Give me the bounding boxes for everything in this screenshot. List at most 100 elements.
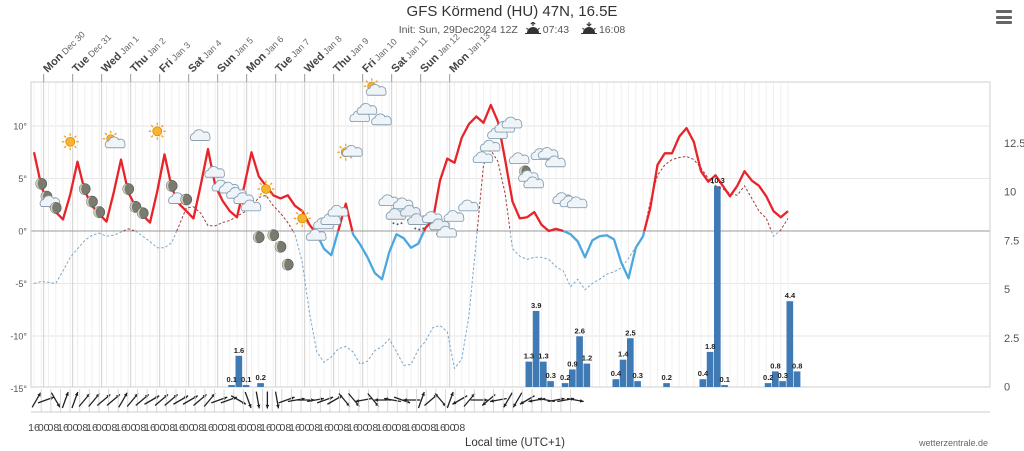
chart-menu-button[interactable] <box>996 10 1012 24</box>
temperature-line-cold <box>351 230 426 281</box>
moon-disc <box>274 240 287 253</box>
sun-ray <box>104 132 108 136</box>
snowflake <box>392 222 395 225</box>
sun-ray <box>74 145 77 149</box>
wind-arrow-icon <box>78 393 91 407</box>
weather-moon-icon <box>165 180 178 192</box>
wind-head <box>538 397 542 401</box>
hour-tick: 08 <box>134 422 146 434</box>
sun-ray <box>339 145 342 149</box>
wind-head <box>248 404 252 408</box>
precip-label: 1.3 <box>538 352 548 361</box>
temperature-line-warm <box>643 126 789 232</box>
weather-moon-icon <box>252 231 265 244</box>
precip-label: 1.3 <box>524 352 534 361</box>
moon-disc <box>136 207 149 219</box>
hour-tick: 16 <box>173 422 185 434</box>
weather-moon-icon <box>180 193 193 206</box>
sun-ray <box>74 135 77 138</box>
sunrise-icon <box>524 21 541 34</box>
precip-label: 0.3 <box>546 371 556 380</box>
wind-arrow-icon <box>470 398 488 402</box>
wind-arrow-icon <box>61 391 69 409</box>
moon-disc <box>180 193 193 206</box>
day-date: Jan 7 <box>287 37 311 61</box>
precip-bar <box>699 379 707 387</box>
precip-bar <box>714 186 721 387</box>
temperature-line-warm <box>423 103 564 233</box>
hour-tick: 16 <box>28 422 40 434</box>
weather-moon-icon <box>78 183 91 195</box>
weather-moon-icon <box>281 258 294 271</box>
wind-head <box>403 398 407 402</box>
cloud-shape <box>356 103 378 115</box>
hour-tick: 16 <box>434 422 446 434</box>
weather-moon-icon <box>35 177 48 190</box>
wind-head <box>265 404 270 409</box>
hour-tick: 00 <box>125 422 137 434</box>
snowflake <box>396 223 399 226</box>
cloud-shape <box>104 136 126 149</box>
wind-arrow-icon <box>503 392 513 408</box>
sun-ray <box>63 145 67 149</box>
cloud-shape <box>523 176 545 189</box>
hour-tick: 00 <box>270 422 282 434</box>
cloud-shape <box>189 129 211 141</box>
day-date: Jan 3 <box>168 40 192 64</box>
right-axis-tick: 0 <box>1004 382 1010 394</box>
sun-ray <box>259 182 263 186</box>
wind-head <box>276 404 280 409</box>
wind-head <box>484 398 488 402</box>
hour-tick: 00 <box>444 422 456 434</box>
wind-head <box>384 397 388 401</box>
x-axis-title: Local time (UTC+1) <box>465 437 565 449</box>
dewpoint-line-warm <box>643 155 772 232</box>
snowflake <box>414 227 417 230</box>
wind-arrow-icon <box>355 397 373 403</box>
precip-label: 0.1 <box>720 375 730 384</box>
cloud-shape <box>305 229 327 241</box>
moon-disc <box>49 202 62 214</box>
precip-label: 0.1 <box>241 375 251 384</box>
hour-tick: 08 <box>47 422 59 434</box>
wind-arrow-icon <box>374 398 392 402</box>
wind-arrow-icon <box>566 397 584 403</box>
moon-lit <box>275 241 280 253</box>
precip-label: 1.8 <box>705 342 715 351</box>
precip-bar <box>721 385 728 387</box>
hour-tick: 08 <box>337 422 349 434</box>
precip-label: 2.6 <box>575 326 585 335</box>
precip-bar <box>786 301 794 387</box>
weather-moon-icon <box>93 206 106 218</box>
precip-bar <box>612 379 620 387</box>
hour-tick: 08 <box>453 422 465 434</box>
sunset-icon <box>580 22 597 34</box>
snowflake <box>418 228 421 231</box>
sunrise-time: 07:43 <box>542 24 570 36</box>
wind-head <box>374 398 378 402</box>
sun-ray <box>259 192 263 196</box>
cloud-shape <box>458 199 479 212</box>
hour-tick: 08 <box>192 422 204 434</box>
wind-arrow-icon <box>547 397 565 403</box>
precip-label: 0.2 <box>256 373 266 382</box>
hour-tick: 16 <box>57 422 69 434</box>
sun-ray <box>306 222 309 225</box>
weather-cloud-icon <box>566 196 588 209</box>
weather-symbols <box>35 78 588 271</box>
moon-lit <box>122 183 128 195</box>
hour-tick: 16 <box>115 422 127 434</box>
cloud-shape <box>566 196 588 209</box>
weather-cloud-icon <box>204 166 226 178</box>
sun-ray <box>295 211 299 215</box>
cloud-shape <box>436 225 458 238</box>
sun-ray <box>349 156 353 159</box>
moon-disc <box>122 183 135 195</box>
sun-ray <box>339 156 342 159</box>
hour-tick: 00 <box>38 422 50 434</box>
wind-head <box>256 404 261 409</box>
hour-tick: 08 <box>250 422 262 434</box>
weather-cloud-icon <box>443 210 465 222</box>
wind-head <box>489 399 494 403</box>
dewpoint-line-cold <box>509 230 645 291</box>
